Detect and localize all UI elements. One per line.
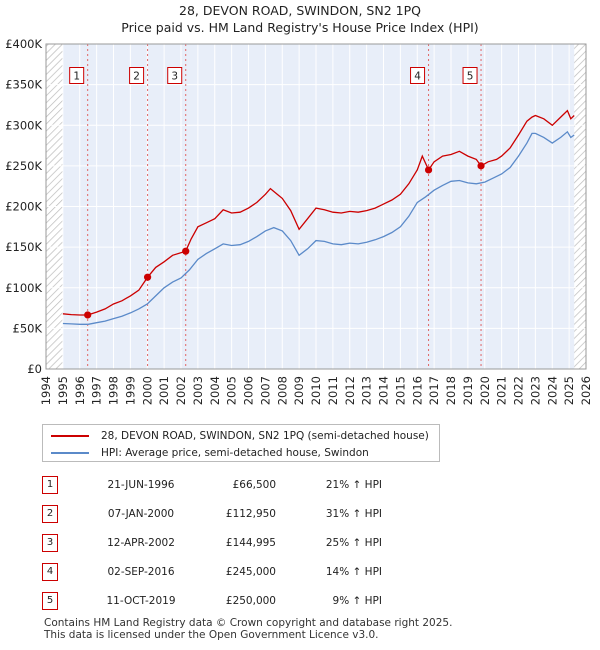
- x-tick-label: 1998: [107, 376, 121, 405]
- x-tick-label: 2002: [174, 376, 188, 405]
- x-tick-label: 2014: [377, 376, 391, 405]
- x-tick-label: 2001: [157, 376, 171, 405]
- sale-price: £250,000: [225, 594, 276, 607]
- sale-point: [424, 166, 433, 174]
- x-tick-label: 1994: [39, 376, 53, 405]
- sale-label-box: [129, 67, 145, 84]
- x-tick-label: 2016: [410, 376, 424, 405]
- x-tick-label: 2010: [309, 376, 323, 405]
- x-tick-label: 2006: [242, 376, 256, 405]
- x-tick-label: 2013: [360, 376, 374, 405]
- sale-price: £245,000: [225, 565, 276, 578]
- sale-label-box: [462, 67, 478, 84]
- table-row: 5 11-OCT-2019 £250,000 9% ↑ HPI: [42, 586, 382, 615]
- sale-index-badge: 1: [42, 475, 58, 494]
- table-row: 4 02-SEP-2016 £245,000 14% ↑ HPI: [42, 557, 382, 586]
- x-tick-label: 2024: [545, 376, 559, 405]
- sale-price: £66,500: [232, 478, 276, 491]
- property-price-line: [62, 109, 575, 316]
- price-chart: 28, DEVON ROAD, SWINDON, SN2 1PQ Price p…: [5, 3, 593, 405]
- table-row: 3 12-APR-2002 £144,995 25% ↑ HPI: [42, 528, 382, 557]
- x-tick-label: 2023: [528, 376, 542, 405]
- y-tick-label: £150K: [5, 240, 42, 254]
- x-tick-label: 2022: [512, 376, 526, 405]
- chart-legend: 28, DEVON ROAD, SWINDON, SN2 1PQ (semi-d…: [42, 424, 440, 462]
- x-tick-label: 2004: [208, 376, 222, 405]
- x-tick-label: 2008: [275, 376, 289, 405]
- sale-label-text: 4: [414, 71, 421, 83]
- sale-index-badge: 2: [42, 504, 58, 523]
- sales-table: 1 21-JUN-1996 £66,500 21% ↑ HPI 2 07-JAN…: [42, 470, 382, 615]
- sale-hpi-change: 9% ↑ HPI: [332, 594, 382, 607]
- sale-point: [143, 273, 152, 281]
- sale-label-box: [410, 67, 426, 84]
- sale-price: £144,995: [225, 536, 276, 549]
- x-tick-label: 2011: [326, 376, 340, 405]
- plot-frame: [45, 43, 587, 370]
- y-tick-label: £200K: [5, 200, 42, 214]
- sale-point: [182, 247, 190, 255]
- red-line-swatch: [51, 435, 89, 437]
- x-tick-label: 2020: [478, 376, 492, 405]
- x-tick-label: 2007: [258, 376, 272, 405]
- y-tick-label: £350K: [5, 78, 42, 92]
- sale-date: 11-OCT-2019: [106, 594, 176, 607]
- sale-label-text: 2: [133, 71, 140, 83]
- chart-subtitle: Price paid vs. HM Land Registry's House …: [121, 20, 478, 35]
- table-row: 1 21-JUN-1996 £66,500 21% ↑ HPI: [42, 470, 382, 499]
- x-tick-label: 1995: [56, 376, 70, 405]
- y-tick-label: £100K: [5, 281, 42, 295]
- sale-index-badge: 5: [42, 591, 58, 610]
- y-tick-label: £50K: [13, 321, 43, 335]
- sale-label-text: 3: [171, 71, 178, 83]
- sale-label-box: [69, 67, 85, 84]
- sale-date: 02-SEP-2016: [107, 565, 175, 578]
- legend-label-property: 28, DEVON ROAD, SWINDON, SN2 1PQ (semi-d…: [101, 430, 429, 442]
- y-tick-label: £250K: [5, 159, 42, 173]
- sale-point: [84, 311, 92, 319]
- x-tick-label: 1997: [90, 376, 104, 405]
- footer-licence: This data is licensed under the Open Gov…: [44, 629, 379, 641]
- x-tick-label: 1996: [73, 376, 87, 405]
- x-tick-label: 2017: [427, 376, 441, 405]
- sale-hpi-change: 25% ↑ HPI: [325, 536, 382, 549]
- x-tick-label: 2025: [562, 376, 576, 405]
- footer-attribution: Contains HM Land Registry data © Crown c…: [44, 617, 452, 641]
- chart-title: 28, DEVON ROAD, SWINDON, SN2 1PQ: [179, 3, 421, 18]
- sale-index-badge: 3: [42, 533, 58, 552]
- y-tick-label: £400K: [5, 37, 42, 51]
- y-tick-label: £0: [27, 362, 42, 376]
- x-tick-label: 2026: [579, 376, 593, 405]
- sale-index-badge: 4: [42, 562, 58, 581]
- x-tick-label: 2018: [444, 376, 458, 405]
- sale-hpi-change: 21% ↑ HPI: [325, 478, 382, 491]
- legend-item-property: 28, DEVON ROAD, SWINDON, SN2 1PQ (semi-d…: [51, 427, 429, 445]
- sale-label-text: 5: [467, 71, 474, 83]
- x-tick-label: 2003: [191, 376, 205, 405]
- x-tick-label: 1999: [123, 376, 137, 405]
- x-tick-label: 2005: [225, 376, 239, 405]
- footer-copyright: Contains HM Land Registry data © Crown c…: [44, 617, 453, 629]
- x-tick-label: 2012: [343, 376, 357, 405]
- sale-price: £112,950: [225, 507, 276, 520]
- hpi-line: [62, 130, 575, 325]
- legend-item-hpi: HPI: Average price, semi-detached house,…: [51, 444, 369, 462]
- x-tick-label: 2019: [461, 376, 475, 405]
- y-tick-label: £300K: [5, 118, 42, 132]
- sale-hpi-change: 14% ↑ HPI: [325, 565, 382, 578]
- sale-point: [477, 162, 485, 170]
- table-row: 2 07-JAN-2000 £112,950 31% ↑ HPI: [42, 499, 382, 528]
- sale-label-text: 1: [73, 71, 80, 83]
- x-tick-label: 2000: [140, 376, 154, 405]
- x-tick-label: 2009: [292, 376, 306, 405]
- sale-label-box: [167, 67, 183, 84]
- sale-hpi-change: 31% ↑ HPI: [325, 507, 382, 520]
- x-tick-label: 2015: [393, 376, 407, 405]
- sale-date: 07-JAN-2000: [107, 507, 175, 520]
- sale-date: 21-JUN-1996: [107, 478, 175, 491]
- sale-date: 12-APR-2002: [107, 536, 175, 549]
- legend-label-hpi: HPI: Average price, semi-detached house,…: [101, 447, 369, 459]
- blue-line-swatch: [51, 452, 89, 454]
- x-tick-label: 2021: [495, 376, 509, 405]
